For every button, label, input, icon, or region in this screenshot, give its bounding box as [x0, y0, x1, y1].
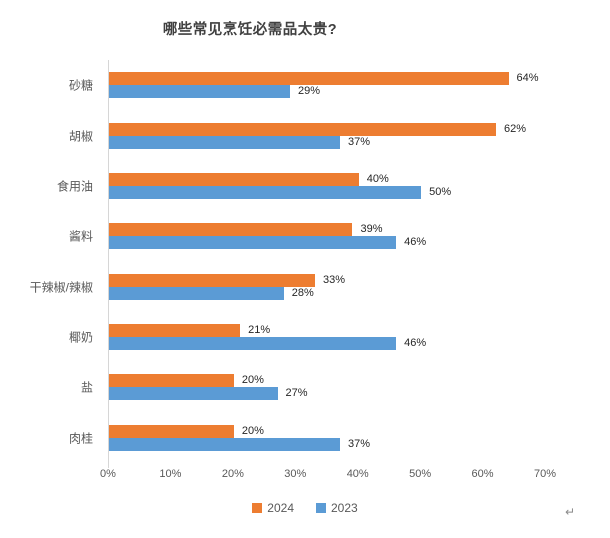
- bar-group: 64% 29%: [109, 72, 546, 99]
- chart-row: 砂糖 64% 29%: [69, 60, 546, 110]
- category-label: 胡椒: [68, 129, 93, 144]
- bar-2023: 29%: [109, 85, 320, 99]
- bar-value-label: 33%: [323, 273, 346, 286]
- bar-2023: 46%: [109, 236, 426, 250]
- bar-value-label: 20%: [241, 374, 264, 387]
- chart-row: 肉桂 20% 37%: [69, 413, 546, 463]
- bar-value-label: 64%: [516, 72, 539, 85]
- bar-group: 39% 46%: [109, 223, 546, 250]
- x-tick-label: 50%: [409, 468, 432, 480]
- bar-2023: 28%: [109, 286, 314, 300]
- chart-row: 椰奶 21% 46%: [69, 312, 546, 362]
- bar-2024: 33%: [109, 273, 345, 287]
- x-tick-label: 20%: [221, 468, 244, 480]
- chart-row: 食用油 40% 50%: [57, 161, 546, 211]
- bar-2024: 64%: [109, 72, 539, 86]
- bar-value-label: 39%: [360, 223, 383, 236]
- category-label: 干辣椒/辣椒: [29, 280, 93, 295]
- bar-value-label: 46%: [404, 337, 427, 350]
- bar-value-label: 40%: [366, 172, 389, 185]
- bar-2023: 37%: [109, 135, 370, 149]
- x-tick-label: 60%: [471, 468, 494, 480]
- bar-value-label: 21%: [248, 324, 271, 337]
- legend-item-2024: 2024: [252, 501, 294, 515]
- x-tick-label: 40%: [346, 468, 369, 480]
- legend-swatch-icon: [252, 503, 263, 513]
- bar-value-label: 27%: [285, 387, 308, 400]
- chart-title: 哪些常见烹饪必需品太贵?: [162, 22, 338, 38]
- bar-2023: 37%: [109, 437, 370, 451]
- bar-group: 40% 50%: [109, 172, 546, 199]
- bar-2024: 39%: [109, 223, 383, 237]
- bar-2024: 62%: [109, 122, 526, 136]
- category-label: 酱料: [68, 229, 93, 244]
- bar-2024: 20%: [109, 424, 264, 438]
- bar-2024: 21%: [109, 324, 270, 338]
- chart-row: 酱料 39% 46%: [69, 211, 546, 261]
- x-axis: 0% 10% 20% 30% 40% 50% 60% 70%: [100, 468, 556, 484]
- bar-group: 21% 46%: [109, 324, 546, 351]
- bar-value-label: 20%: [241, 424, 264, 437]
- axis-tick-mark: [108, 463, 109, 468]
- legend-item-2023: 2023: [316, 501, 358, 515]
- chart-row: 盐 20% 27%: [81, 362, 546, 412]
- bar-value-label: 62%: [504, 122, 527, 135]
- bar-2023: 50%: [109, 185, 451, 199]
- x-tick-label: 10%: [159, 468, 182, 480]
- bar-2023: 46%: [109, 337, 426, 351]
- category-label: 砂糖: [68, 78, 93, 93]
- legend-swatch-icon: [316, 503, 326, 513]
- paragraph-return-mark: ↵: [565, 505, 576, 519]
- legend-label: 2024: [267, 501, 294, 515]
- legend: 2024 2023: [0, 501, 610, 515]
- x-tick-label: 0%: [100, 468, 116, 480]
- category-label: 食用油: [56, 179, 93, 194]
- bar-group: 62% 37%: [109, 122, 546, 149]
- x-tick-label: 70%: [533, 468, 557, 480]
- category-label: 椰奶: [68, 330, 93, 345]
- bar-2023: 27%: [109, 387, 308, 401]
- bar-value-label: 37%: [347, 135, 371, 148]
- bar-value-label: 28%: [291, 286, 314, 299]
- category-label: 盐: [80, 380, 93, 395]
- legend-label: 2023: [331, 501, 358, 515]
- bar-value-label: 46%: [404, 236, 427, 249]
- bar-2024: 20%: [109, 374, 264, 388]
- bar-group: 20% 37%: [109, 424, 546, 451]
- plot-area: 砂糖 64% 29% 胡椒 62% 37% 食用油 40% 50% 酱料 39% 46% 干辣椒/辣椒 3…: [30, 60, 546, 468]
- bar-2024: 40%: [109, 172, 389, 186]
- chart-row: 胡椒 62% 37%: [69, 110, 546, 160]
- x-tick-label: 30%: [284, 468, 307, 480]
- bar-group: 20% 27%: [109, 374, 546, 401]
- chart-row: 干辣椒/辣椒 33% 28%: [30, 262, 546, 312]
- bar-group: 33% 28%: [109, 273, 546, 300]
- category-label: 肉桂: [68, 431, 93, 446]
- bar-value-label: 37%: [347, 437, 371, 450]
- bar-value-label: 29%: [298, 85, 321, 98]
- bar-value-label: 50%: [429, 185, 452, 198]
